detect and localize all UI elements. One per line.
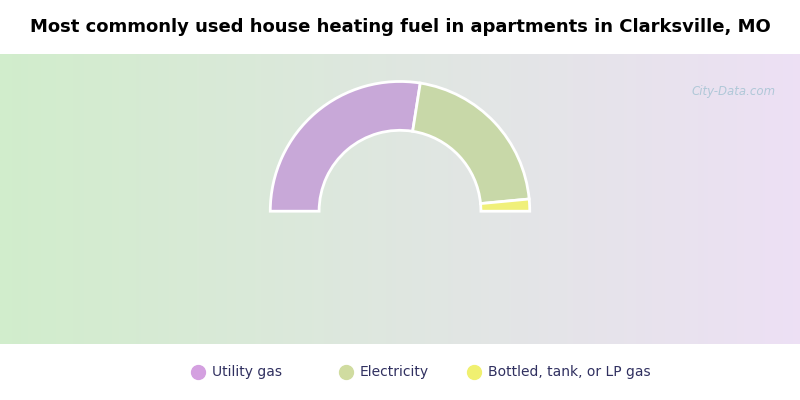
Text: Utility gas: Utility gas bbox=[212, 365, 282, 379]
Text: Electricity: Electricity bbox=[360, 365, 429, 379]
Text: Most commonly used house heating fuel in apartments in Clarksville, MO: Most commonly used house heating fuel in… bbox=[30, 18, 770, 36]
Wedge shape bbox=[481, 199, 530, 211]
Text: Bottled, tank, or LP gas: Bottled, tank, or LP gas bbox=[488, 365, 650, 379]
Wedge shape bbox=[413, 83, 529, 204]
Text: City-Data.com: City-Data.com bbox=[692, 85, 776, 98]
Wedge shape bbox=[270, 82, 420, 211]
